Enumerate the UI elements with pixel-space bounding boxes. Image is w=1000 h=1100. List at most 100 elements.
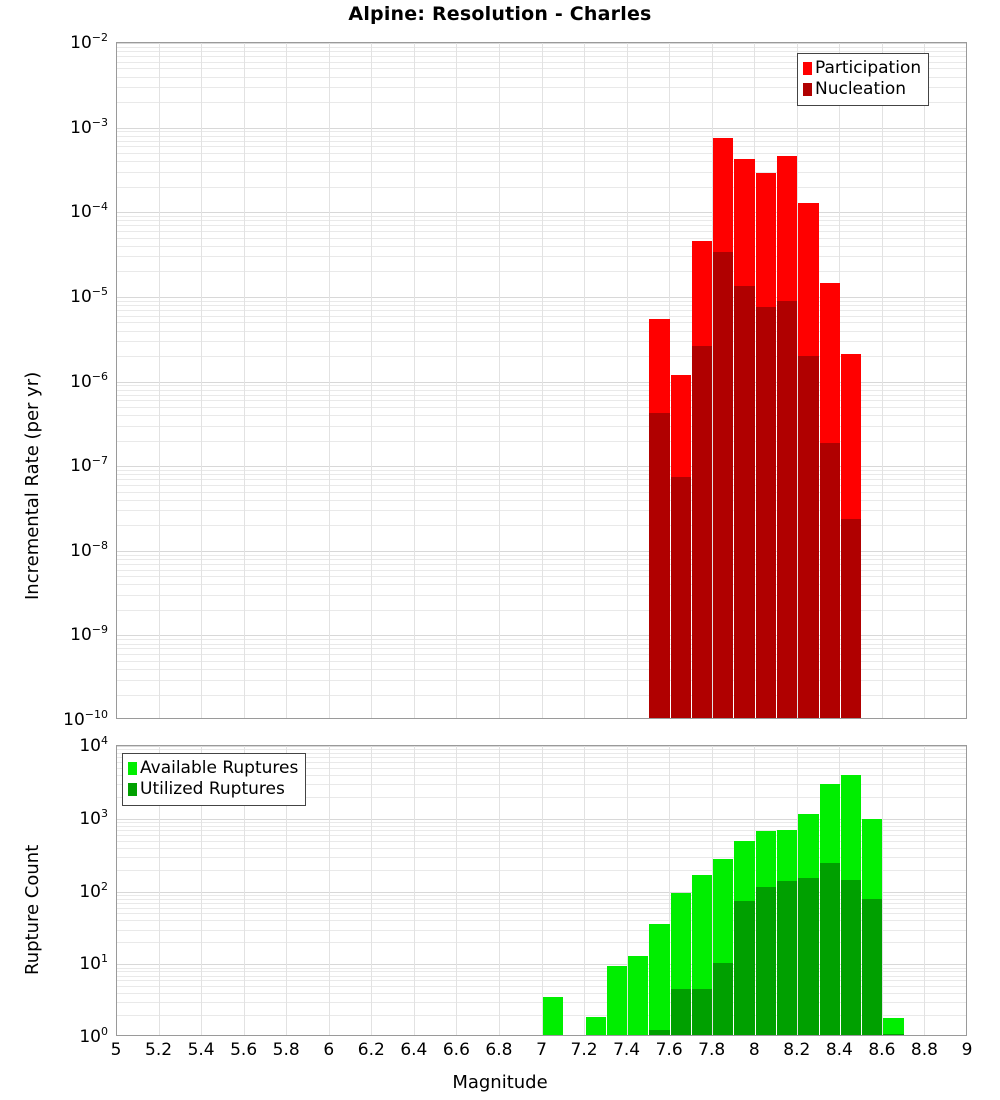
gridline-vertical	[541, 746, 543, 1035]
bar-segment-lower	[734, 900, 755, 1035]
y-tick-label: 100	[79, 1025, 108, 1047]
gridline-vertical	[498, 43, 500, 718]
bar-segment-lower	[798, 356, 819, 718]
gridline-vertical	[456, 43, 458, 718]
x-tick-label: 6.6	[442, 1040, 470, 1060]
gridline-vertical	[626, 746, 628, 1035]
bar-segment-lower	[649, 1029, 670, 1035]
bar-segment-lower	[840, 518, 862, 718]
gridline-vertical	[201, 746, 203, 1035]
x-tick-label: 7	[536, 1040, 547, 1060]
gridline-vertical	[328, 746, 330, 1035]
x-tick-label: 8.2	[783, 1040, 811, 1060]
bar	[713, 138, 734, 718]
gridline-vertical	[498, 746, 500, 1035]
bar	[691, 874, 713, 1035]
y-tick-label: 10−5	[70, 285, 108, 307]
x-tick-label: 5.8	[272, 1040, 300, 1060]
legend-bottom: Available Ruptures Utilized Ruptures	[122, 753, 307, 806]
gridline-vertical	[754, 746, 756, 1035]
bar	[649, 318, 670, 718]
bar	[543, 997, 564, 1035]
bar	[755, 173, 777, 718]
x-tick-label: 6.8	[485, 1040, 513, 1060]
gridline-vertical	[243, 746, 245, 1035]
gridline-vertical	[413, 43, 415, 718]
bar	[734, 840, 755, 1035]
bar	[819, 283, 840, 718]
bar	[862, 818, 883, 1035]
gridline-vertical	[881, 746, 883, 1035]
bar-segment-lower	[691, 989, 713, 1035]
x-tick-label: 7.4	[613, 1040, 641, 1060]
x-tick-label: 6.2	[357, 1040, 385, 1060]
gridline-vertical	[924, 43, 926, 718]
legend-swatch-icon	[803, 83, 812, 96]
bar	[840, 774, 862, 1035]
gridline-vertical	[584, 43, 586, 718]
bar-segment-lower	[798, 877, 819, 1035]
legend-label: Participation	[815, 58, 922, 78]
bar-segment-lower	[777, 300, 798, 718]
bar	[585, 1016, 606, 1035]
legend-swatch-icon	[128, 783, 137, 796]
incremental-rate-plot	[116, 42, 967, 719]
legend-label: Available Ruptures	[140, 758, 299, 778]
gridline-vertical	[243, 43, 245, 718]
gridline-vertical	[711, 43, 713, 718]
gridline-vertical	[839, 43, 841, 718]
y-tick-label: 10−3	[70, 115, 108, 138]
bar	[840, 354, 862, 718]
gridline-vertical	[286, 43, 288, 718]
x-tick-label: 8.8	[910, 1040, 938, 1060]
y-axis-label-bottom: Rupture Count	[22, 844, 43, 975]
gridline-vertical	[669, 43, 671, 718]
gridline-vertical	[796, 43, 798, 718]
gridline-vertical	[371, 43, 373, 718]
legend-item: Utilized Ruptures	[128, 779, 298, 800]
bar-segment-lower	[670, 989, 691, 1035]
gridline-vertical	[881, 43, 883, 718]
gridline-vertical	[158, 43, 160, 718]
y-tick-label: 101	[79, 952, 108, 975]
y-tick-label: 10−10	[63, 708, 108, 730]
bar-segment-lower	[840, 879, 862, 1035]
gridline-vertical	[371, 746, 373, 1035]
bar	[670, 893, 691, 1035]
bar-segment-lower	[670, 476, 691, 718]
y-tick-label: 10−7	[70, 454, 108, 476]
x-tick-label: 5.4	[187, 1040, 215, 1060]
bar-segment-lower	[755, 887, 777, 1035]
bar-segment-lower	[691, 346, 713, 718]
x-tick-label: 8.4	[825, 1040, 853, 1060]
bar-segment-lower	[819, 442, 840, 718]
x-tick-label: 6.4	[400, 1040, 428, 1060]
bar	[713, 858, 734, 1035]
y-tick-label: 102	[79, 879, 108, 902]
bar	[798, 202, 819, 718]
legend-label: Utilized Ruptures	[140, 779, 285, 799]
legend-item: Participation	[803, 58, 921, 79]
bar-segment-lower	[649, 413, 670, 718]
bar	[606, 965, 628, 1035]
gridline-vertical	[839, 746, 841, 1035]
y-tick-label: 10−6	[70, 369, 108, 392]
bar-segment-lower	[883, 1033, 904, 1035]
bar	[670, 374, 691, 718]
bar	[777, 156, 798, 718]
page-title: Alpine: Resolution - Charles	[348, 3, 652, 25]
bar	[734, 158, 755, 718]
x-tick-label: 5.6	[230, 1040, 258, 1060]
legend-item: Available Ruptures	[128, 758, 298, 779]
x-tick-label: 5.2	[145, 1040, 173, 1060]
x-tick-label: 6	[323, 1040, 335, 1060]
bar	[777, 830, 798, 1035]
bar	[755, 830, 777, 1035]
bar	[649, 923, 670, 1035]
x-tick-label: 8	[748, 1040, 760, 1060]
gridline-vertical	[669, 746, 671, 1035]
x-tick-label: 5	[110, 1040, 122, 1060]
x-tick-label: 7.6	[655, 1040, 683, 1060]
y-axis-label-top: Incremental Rate (per yr)	[22, 371, 43, 600]
x-axis-label: Magnitude	[452, 1072, 548, 1093]
